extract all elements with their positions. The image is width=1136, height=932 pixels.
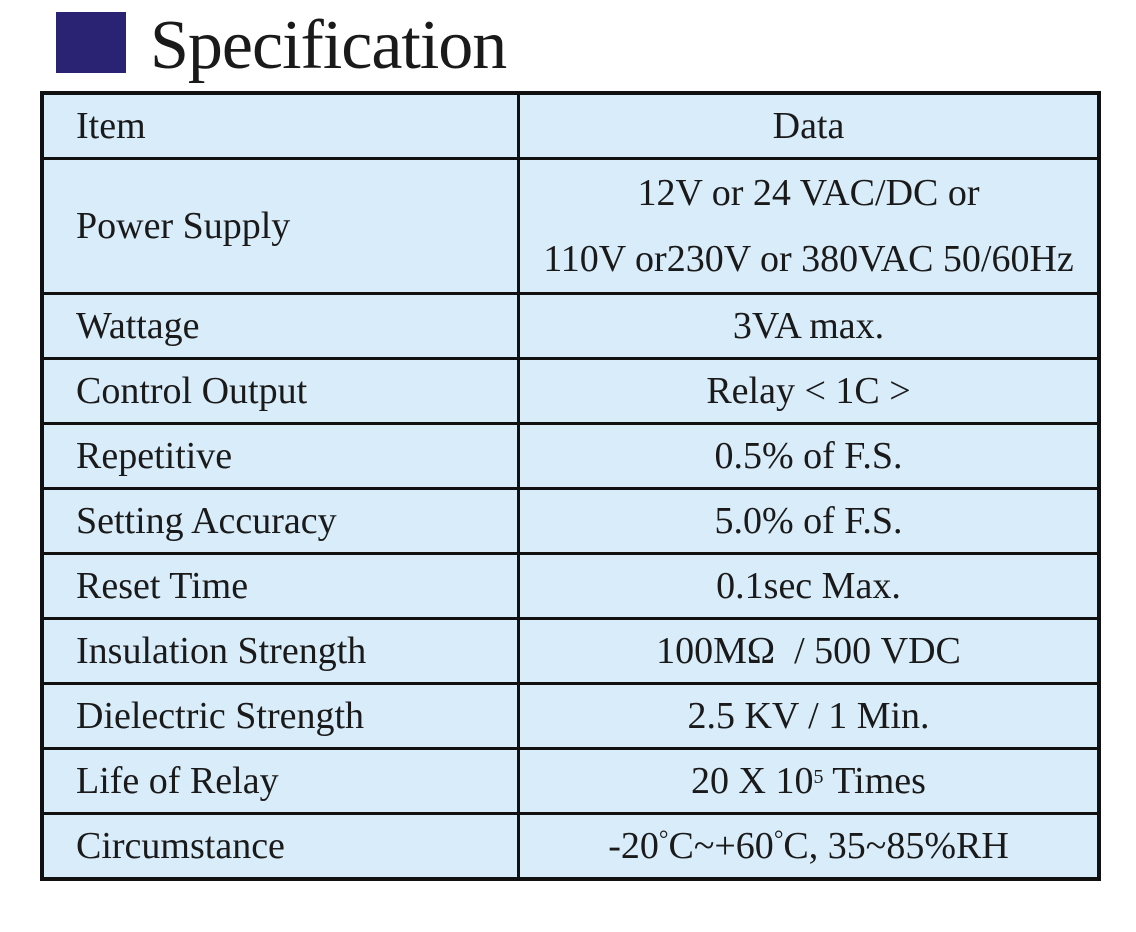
row-item: Dielectric Strength [40, 682, 520, 750]
row-data-part-c: C, 35~85%RH [783, 825, 1009, 867]
page-title: Specification [150, 7, 507, 84]
row-data-prefix: 20 X 10 [691, 760, 814, 802]
row-data: 12V or 24 VAC/DC or 110V or230V or 380VA… [517, 157, 1101, 295]
header-item: Item [40, 91, 520, 160]
table-row: Control Output Relay < 1C > [40, 357, 1101, 425]
table-header-row: Item Data [40, 91, 1101, 160]
row-data-suffix: Times [823, 760, 926, 802]
row-data: 3VA max. [517, 292, 1101, 360]
row-data: 5.0% of F.S. [517, 487, 1101, 555]
table-row: Circumstance -20°C~+60°C, 35~85%RH [40, 812, 1101, 881]
row-data-part-a: -20 [608, 825, 659, 867]
row-item: Reset Time [40, 552, 520, 620]
row-data-line2: 110V or230V or 380VAC 50/60Hz [543, 238, 1074, 280]
row-item: Setting Accuracy [40, 487, 520, 555]
row-item: Life of Relay [40, 747, 520, 815]
row-data: 100MΩ / 500 VDC [517, 617, 1101, 685]
row-data: 0.5% of F.S. [517, 422, 1101, 490]
table-row: Repetitive 0.5% of F.S. [40, 422, 1101, 490]
table-row: Power Supply 12V or 24 VAC/DC or 110V or… [40, 157, 1101, 295]
row-item: Control Output [40, 357, 520, 425]
row-data: 2.5 KV / 1 Min. [517, 682, 1101, 750]
table-row: Reset Time 0.1sec Max. [40, 552, 1101, 620]
degree-symbol: ° [658, 827, 669, 853]
table-row: Dielectric Strength 2.5 KV / 1 Min. [40, 682, 1101, 750]
row-data-part-b: C~+60 [668, 825, 774, 867]
row-data-line1: 12V or 24 VAC/DC or [637, 172, 980, 214]
row-item: Insulation Strength [40, 617, 520, 685]
specification-table: Item Data Power Supply 12V or 24 VAC/DC … [40, 91, 1101, 881]
degree-symbol: ° [773, 827, 784, 853]
row-data-exponent: 5 [813, 766, 824, 788]
table-row: Life of Relay 20 X 105 Times [40, 747, 1101, 815]
row-data: 20 X 105 Times [517, 747, 1101, 815]
table-row: Setting Accuracy 5.0% of F.S. [40, 487, 1101, 555]
row-item: Repetitive [40, 422, 520, 490]
row-item: Circumstance [40, 812, 520, 881]
row-data: -20°C~+60°C, 35~85%RH [517, 812, 1101, 881]
row-data: 0.1sec Max. [517, 552, 1101, 620]
title-square-icon [56, 12, 126, 73]
table-row: Insulation Strength 100MΩ / 500 VDC [40, 617, 1101, 685]
row-data: Relay < 1C > [517, 357, 1101, 425]
row-item: Power Supply [40, 157, 520, 295]
row-item: Wattage [40, 292, 520, 360]
table-row: Wattage 3VA max. [40, 292, 1101, 360]
header-data: Data [517, 91, 1101, 160]
